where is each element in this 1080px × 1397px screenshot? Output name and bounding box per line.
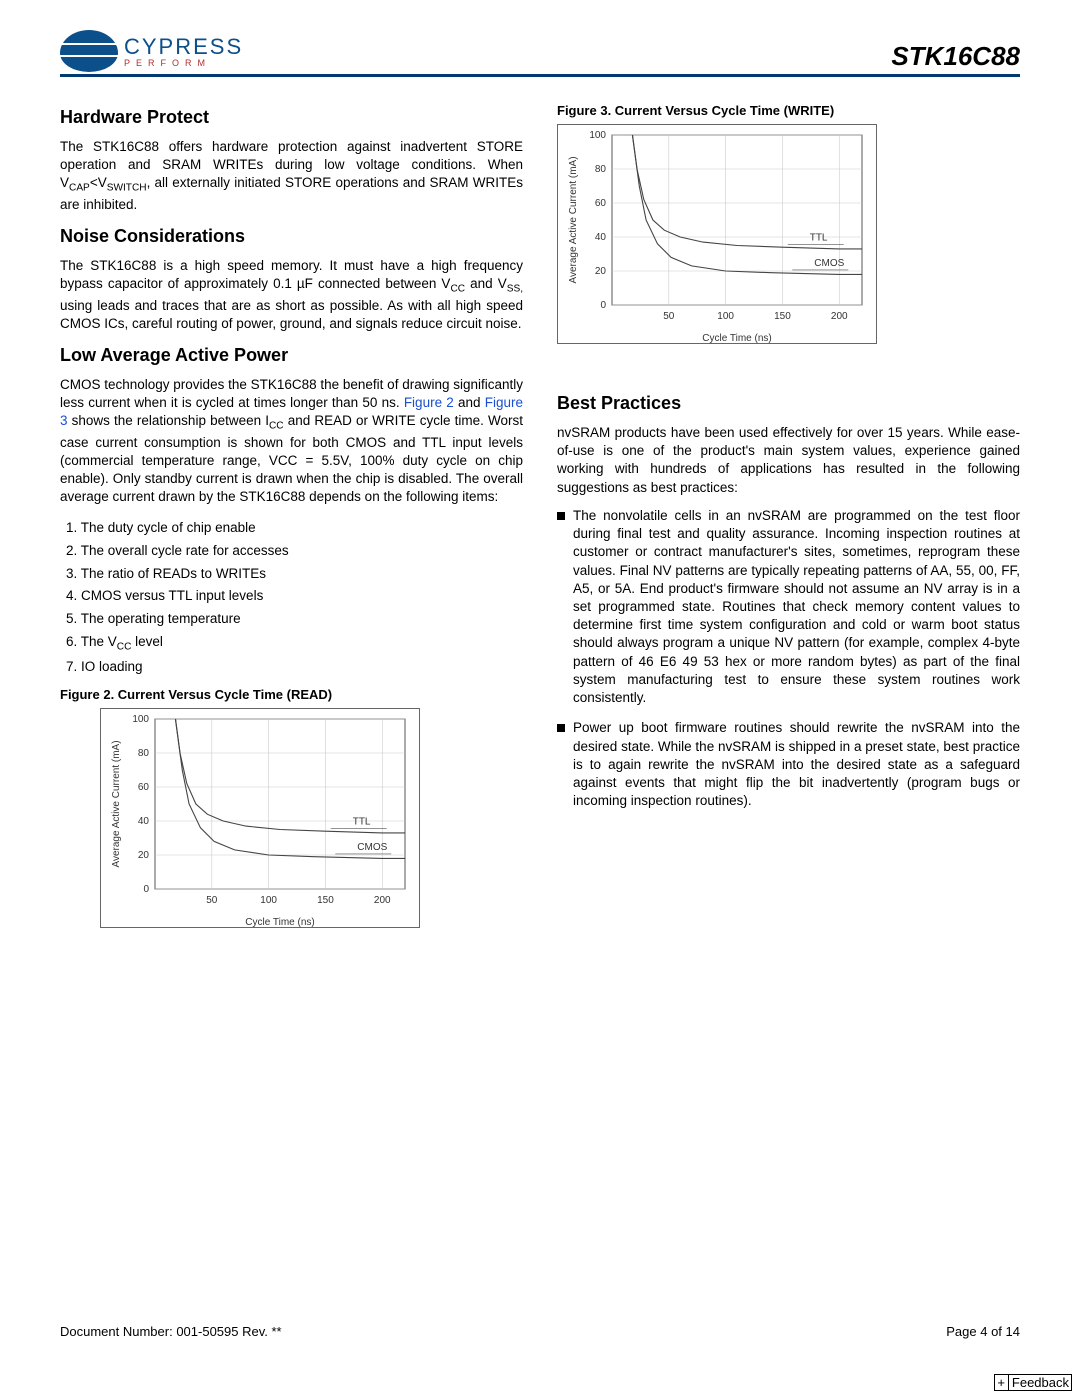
svg-text:100: 100	[717, 311, 734, 322]
paragraph: The STK16C88 offers hardware protection …	[60, 138, 523, 214]
page-header: CYPRESS PERFORM STK16C88	[60, 30, 1020, 77]
svg-text:50: 50	[206, 895, 218, 906]
svg-text:100: 100	[260, 895, 277, 906]
paragraph: CMOS technology provides the STK16C88 th…	[60, 376, 523, 507]
svg-text:TTL: TTL	[353, 817, 371, 828]
list-item: 3. The ratio of READs to WRITEs	[66, 563, 523, 586]
svg-text:0: 0	[600, 300, 606, 311]
document-number: Document Number: 001-50595 Rev. **	[60, 1324, 282, 1339]
svg-text:0: 0	[143, 884, 149, 895]
svg-text:150: 150	[317, 895, 334, 906]
svg-text:20: 20	[138, 850, 150, 861]
svg-text:50: 50	[663, 311, 675, 322]
list-item: 5. The operating temperature	[66, 608, 523, 631]
page-footer: Document Number: 001-50595 Rev. ** Page …	[60, 1324, 1020, 1339]
part-number: STK16C88	[891, 41, 1020, 72]
list-item: The nonvolatile cells in an nvSRAM are p…	[557, 507, 1020, 707]
svg-text:100: 100	[589, 130, 606, 141]
svg-text:Average Active Current (mA): Average Active Current (mA)	[568, 156, 579, 283]
factors-list: 1. The duty cycle of chip enable 2. The …	[60, 517, 523, 680]
svg-text:150: 150	[774, 311, 791, 322]
svg-text:200: 200	[374, 895, 391, 906]
logo-tagline: PERFORM	[124, 58, 243, 68]
svg-text:80: 80	[595, 164, 607, 175]
left-column: Hardware Protect The STK16C88 offers har…	[60, 95, 523, 933]
logo-name: CYPRESS	[124, 34, 243, 60]
svg-text:CMOS: CMOS	[814, 258, 844, 269]
heading-low-power: Low Average Active Power	[60, 345, 523, 366]
svg-text:20: 20	[595, 266, 607, 277]
right-column: Figure 3. Current Versus Cycle Time (WRI…	[557, 95, 1020, 933]
heading-hardware-protect: Hardware Protect	[60, 107, 523, 128]
list-item: Power up boot firmware routines should r…	[557, 719, 1020, 810]
chart-read: 0 20 40 60 80 100 50 100 150 200 TTL CMOS Cycle Time…	[100, 708, 420, 928]
svg-text:40: 40	[138, 816, 150, 827]
svg-text:40: 40	[595, 232, 607, 243]
chart-write: 0 20 40 60 80 100 50 100 150 200 TTL CMOS Cycle Time…	[557, 124, 877, 344]
figure-2-caption: Figure 2. Current Versus Cycle Time (REA…	[60, 687, 523, 702]
globe-icon	[60, 30, 118, 72]
list-item: 1. The duty cycle of chip enable	[66, 517, 523, 540]
paragraph: nvSRAM products have been used effective…	[557, 424, 1020, 497]
list-item: 2. The overall cycle rate for accesses	[66, 540, 523, 563]
page-number: Page 4 of 14	[946, 1324, 1020, 1339]
plus-icon: +	[997, 1375, 1009, 1390]
svg-text:CMOS: CMOS	[357, 842, 387, 853]
cypress-logo: CYPRESS PERFORM	[60, 30, 243, 72]
list-item: 6. The VCC level	[66, 631, 523, 656]
svg-text:TTL: TTL	[810, 232, 828, 243]
paragraph: The STK16C88 is a high speed memory. It …	[60, 257, 523, 333]
list-item: 4. CMOS versus TTL input levels	[66, 585, 523, 608]
figure-3-caption: Figure 3. Current Versus Cycle Time (WRI…	[557, 103, 1020, 118]
svg-text:60: 60	[138, 782, 150, 793]
heading-noise: Noise Considerations	[60, 226, 523, 247]
svg-text:80: 80	[138, 748, 150, 759]
feedback-button[interactable]: +Feedback	[994, 1374, 1072, 1391]
best-practices-list: The nonvolatile cells in an nvSRAM are p…	[557, 507, 1020, 811]
svg-text:100: 100	[132, 714, 149, 725]
svg-text:200: 200	[831, 311, 848, 322]
svg-text:Cycle Time (ns): Cycle Time (ns)	[245, 917, 314, 928]
figure-2-link[interactable]: Figure 2	[404, 395, 454, 410]
heading-best-practices: Best Practices	[557, 393, 1020, 414]
svg-text:Cycle Time (ns): Cycle Time (ns)	[702, 333, 771, 344]
svg-text:Average Active Current (mA): Average Active Current (mA)	[111, 741, 122, 868]
list-item: 7. IO loading	[66, 656, 523, 679]
svg-text:60: 60	[595, 198, 607, 209]
